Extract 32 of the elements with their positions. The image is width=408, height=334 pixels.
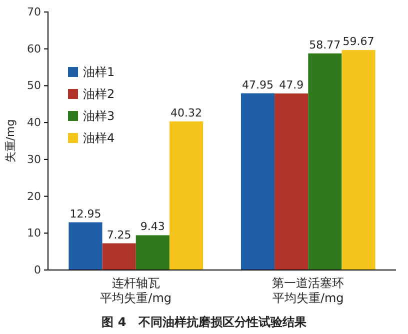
bar [240, 93, 275, 270]
data-label: 40.32 [170, 106, 202, 120]
y-tick-label: 50 [27, 79, 41, 92]
data-label: 12.95 [70, 207, 102, 220]
bar [308, 53, 342, 270]
x-tick-label: 连杆轴瓦平均失重/mg [100, 276, 172, 305]
bar [102, 243, 136, 270]
x-tick-label: 第一道活塞环平均失重/mg [272, 276, 344, 305]
y-tick-label: 10 [27, 226, 41, 240]
data-label: 47.9 [279, 78, 304, 92]
y-tick-label: 40 [27, 116, 41, 130]
y-tick-label: 20 [27, 190, 41, 203]
bar [342, 50, 376, 270]
bar [169, 121, 204, 270]
data-label: 9.43 [140, 220, 165, 234]
legend-label: 油样3 [83, 109, 115, 123]
y-tick-label: 0 [34, 264, 41, 277]
y-tick-label: 60 [27, 42, 41, 56]
y-tick-label: 30 [27, 152, 41, 166]
text: 图 4 不同油样抗磨损区分性试验结果 [102, 315, 308, 329]
data-label: 59.67 [342, 35, 374, 48]
data-label: 47.95 [242, 78, 274, 92]
legend-label: 油样1 [83, 65, 115, 79]
bar [136, 235, 170, 270]
bar [274, 93, 308, 270]
bar [68, 222, 102, 270]
y-axis-title: 失重/mg [4, 119, 17, 163]
legend-label: 油样4 [83, 131, 115, 145]
y-tick-label: 70 [27, 6, 41, 19]
data-label: 58.77 [309, 38, 341, 52]
legend-label: 油样2 [83, 87, 115, 101]
data-label: 7.25 [106, 228, 132, 242]
